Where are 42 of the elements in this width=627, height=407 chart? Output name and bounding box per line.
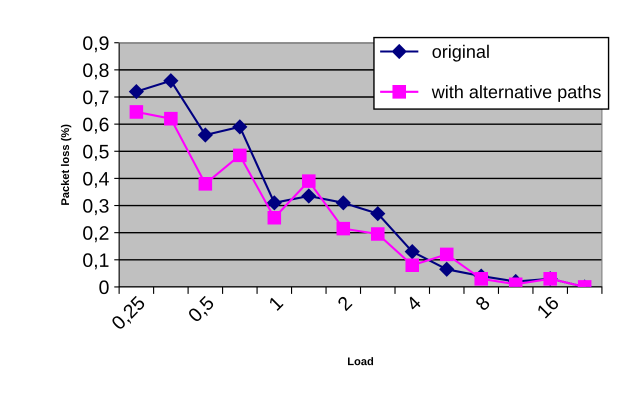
point (474, 272, 488, 286)
point (370, 206, 386, 222)
y-tick-label: 0,7 (83, 90, 108, 107)
point (268, 210, 282, 225)
y-tick-label: 0 (99, 280, 109, 294)
point (302, 174, 316, 188)
point (198, 128, 213, 142)
y-tick-label: 0,8 (83, 63, 109, 80)
point (266, 195, 282, 210)
point (164, 112, 178, 126)
x-tick-label: 2 (336, 295, 353, 312)
point (130, 105, 144, 119)
point (198, 177, 212, 191)
y-tick-label: 0,3 (83, 199, 109, 216)
x-tick-label: 8 (474, 295, 491, 312)
point (232, 119, 248, 134)
y-tick-label: 0,4 (83, 172, 109, 188)
point (128, 84, 144, 99)
x-tick-label: 16 (536, 295, 560, 319)
y-axis-title: Packet loss (%) (60, 124, 72, 205)
point (405, 258, 420, 272)
point (336, 222, 350, 236)
y-tick-label: 0,5 (83, 144, 109, 161)
point (163, 73, 178, 88)
point (233, 148, 247, 162)
x-tick-label: 0,25 (110, 295, 148, 332)
x-tick-label: 0,5 (187, 295, 216, 325)
point (440, 248, 454, 262)
y-tick-label: 0,6 (83, 118, 109, 134)
point (439, 262, 454, 277)
point (336, 195, 351, 210)
y-tick-label: 0,9 (83, 36, 108, 52)
point (371, 227, 385, 241)
x-tick-label: 1 (268, 295, 284, 311)
point (404, 244, 420, 260)
point (301, 188, 316, 204)
legend-label: original (432, 44, 489, 62)
y-tick-label: 0,2 (83, 226, 108, 242)
legend-label: with alternative paths (432, 85, 601, 102)
x-axis-title: Load (348, 357, 374, 366)
x-tick-label: 4 (405, 295, 422, 312)
y-tick-label: 0,1 (83, 253, 108, 270)
